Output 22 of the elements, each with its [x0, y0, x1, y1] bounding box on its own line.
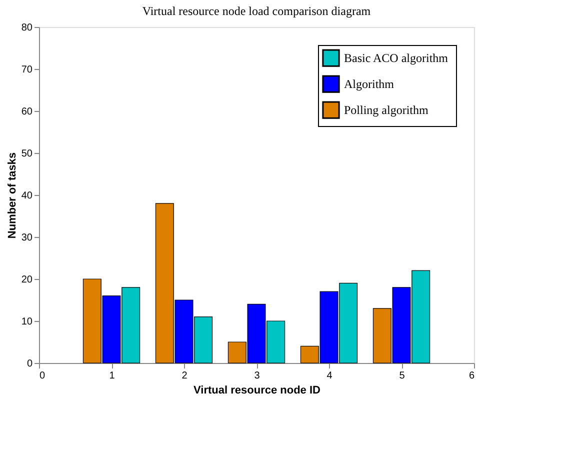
legend-label: Basic ACO algorithm — [344, 51, 449, 65]
y-tick-label: 10 — [21, 316, 33, 328]
x-tick-label: 6 — [468, 370, 475, 382]
legend-label: Algorithm — [344, 77, 395, 91]
y-axis-title: Number of tasks — [6, 152, 18, 239]
y-tick-label: 0 — [26, 358, 33, 370]
chart-title: Virtual resource node load comparison diagram — [142, 4, 372, 18]
x-tick-label: 0 — [40, 370, 46, 382]
y-tick-label: 40 — [21, 190, 33, 202]
x-tick-label: 4 — [326, 370, 333, 382]
y-tick-label: 80 — [21, 22, 33, 34]
y-tick-label: 20 — [21, 274, 33, 286]
x-tick-label: 2 — [182, 370, 188, 382]
legend-label: Polling algorithm — [344, 103, 429, 117]
y-tick-label: 30 — [21, 232, 33, 244]
x-axis-title: Virtual resource node ID — [194, 384, 321, 396]
y-tick-label: 60 — [21, 106, 33, 118]
x-tick-label: 5 — [399, 370, 406, 382]
y-tick-label: 70 — [21, 64, 33, 76]
y-tick-label: 50 — [21, 148, 33, 160]
x-tick-label: 3 — [254, 370, 260, 382]
x-tick-label: 1 — [109, 370, 116, 382]
